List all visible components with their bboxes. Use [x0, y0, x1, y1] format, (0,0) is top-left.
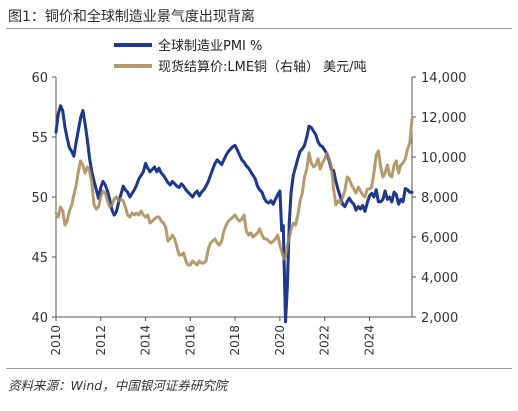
left-tick-label: 45 [31, 251, 48, 266]
figure-title: 图1：铜价和全球制造业景气度出现背离 [8, 9, 255, 25]
left-tick-label: 60 [31, 71, 48, 86]
x-tick-label: 2010 [49, 325, 63, 356]
series-line-pmi [54, 104, 414, 324]
legend-label-1: 现货结算价:LME铜（右轴） 美元/吨 [158, 59, 367, 75]
x-tick-label: 2016 [183, 325, 197, 356]
left-tick-label: 40 [31, 311, 48, 326]
series-layer [54, 104, 414, 324]
right-tick-label: 14,000 [421, 71, 467, 86]
left-tick-label: 50 [31, 191, 48, 206]
title-rule [6, 28, 512, 29]
x-tick-label: 2024 [362, 325, 376, 356]
series-line-pmi-overlap [54, 104, 412, 324]
x-tick-label: 2018 [228, 325, 242, 356]
x-axis-ticks: 2010 2012 2014 2016 2018 2020 2022 2024 [49, 317, 376, 356]
right-tick-label: 8,000 [421, 191, 458, 206]
right-tick-label: 12,000 [421, 111, 467, 126]
series-line-lme-copper [54, 117, 414, 267]
left-tick-label: 55 [31, 131, 48, 146]
bottom-rule [6, 368, 512, 369]
right-tick-label: 6,000 [421, 231, 458, 246]
right-tick-label: 4,000 [421, 271, 458, 286]
right-tick-label: 10,000 [421, 151, 467, 166]
right-axis-ticks: 2,000 4,000 6,000 8,000 10,000 12,000 14,000 [412, 71, 467, 326]
source-note: 资料来源：Wind，中国银河证券研究院 [8, 378, 228, 393]
x-tick-label: 2014 [139, 325, 153, 356]
legend-label-0: 全球制造业PMI % [158, 38, 262, 54]
x-tick-label: 2020 [273, 325, 287, 356]
legend: 全球制造业PMI % 现货结算价:LME铜（右轴） 美元/吨 [114, 38, 367, 75]
right-tick-label: 2,000 [421, 311, 458, 326]
left-axis-ticks: 40 45 50 55 60 [31, 71, 56, 326]
x-tick-label: 2022 [318, 325, 332, 356]
x-tick-label: 2012 [94, 325, 108, 356]
